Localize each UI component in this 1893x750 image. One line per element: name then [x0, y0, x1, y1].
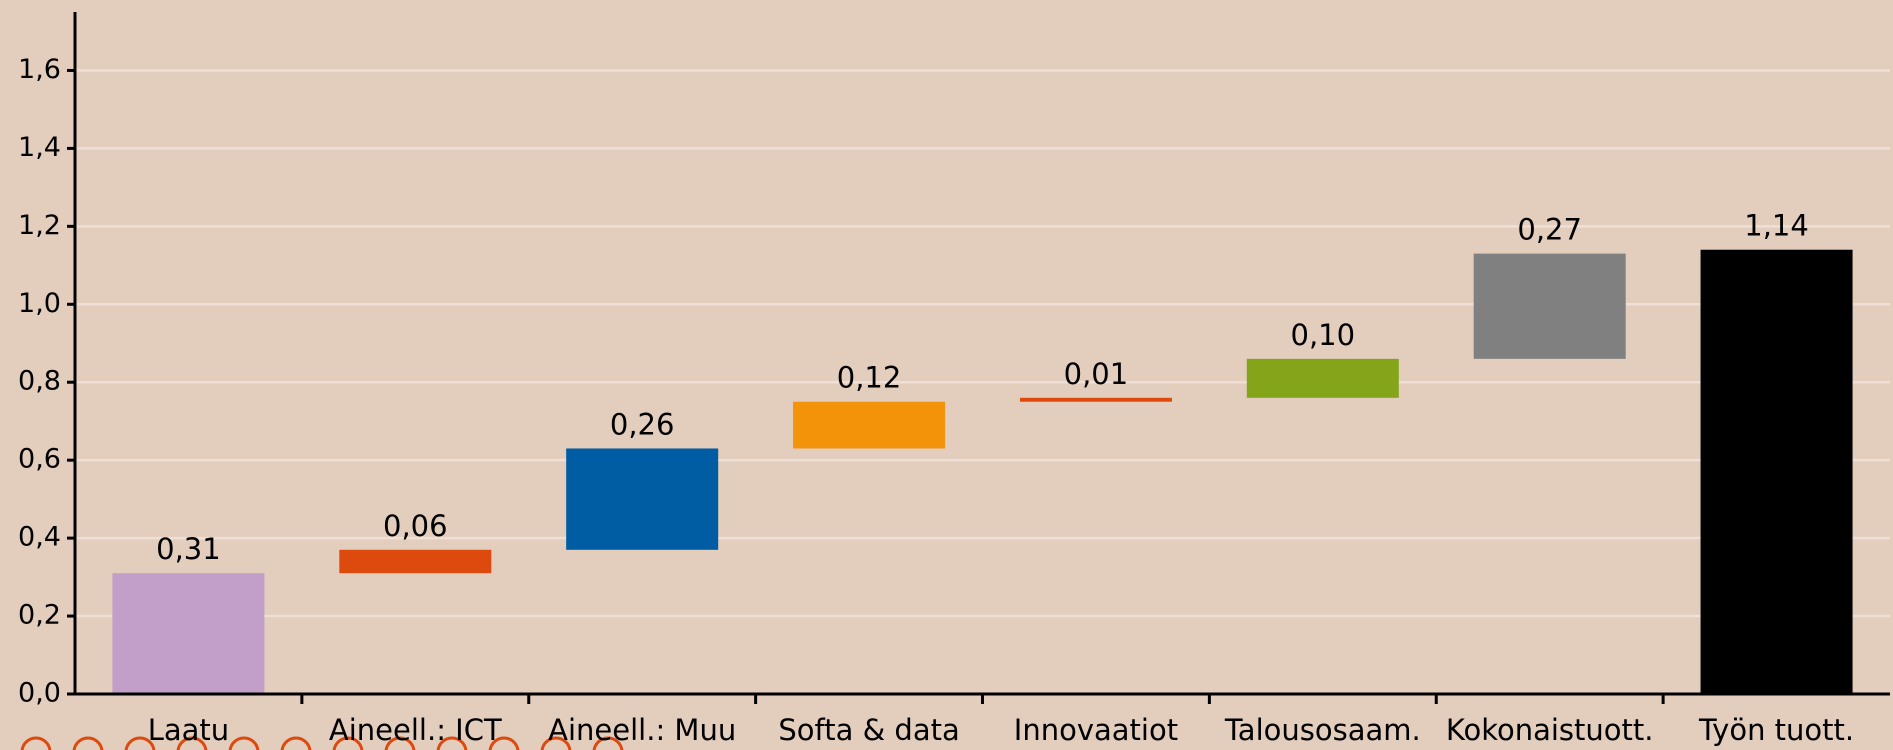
y-tick-label: 1,4 [18, 132, 61, 163]
bar [1246, 358, 1399, 398]
decoration [20, 736, 624, 750]
y-tick-label: 0,4 [18, 522, 61, 553]
bar [112, 573, 265, 694]
x-tick-label: Työn tuott. [1698, 713, 1854, 747]
x-tick-label: Softa & data [778, 713, 959, 747]
data-label: 0,26 [610, 407, 675, 441]
bar [1700, 249, 1853, 694]
bar [566, 448, 719, 550]
data-label: 0,12 [837, 361, 902, 395]
x-tick-label: Innovaatiot [1014, 713, 1178, 747]
y-tick-label: 0,8 [18, 366, 61, 397]
x-tick-label: Laatu [148, 713, 229, 747]
bar [1019, 397, 1172, 402]
y-tick-label: 0,0 [18, 678, 61, 709]
y-tick-label: 0,2 [18, 600, 61, 631]
bar [793, 401, 946, 449]
x-tick-label: Aineell.: ICT [329, 713, 502, 747]
bar [1473, 253, 1626, 359]
y-tick-label: 1,0 [18, 288, 61, 319]
data-label: 0,06 [383, 509, 448, 543]
data-label: 0,27 [1517, 213, 1582, 247]
data-label: 0,10 [1291, 318, 1356, 352]
y-tick-label: 0,6 [18, 444, 61, 475]
data-label: 0,01 [1064, 357, 1129, 391]
x-tick-label: Kokonaistuott. [1446, 713, 1654, 747]
y-tick-label: 1,2 [18, 210, 61, 241]
data-label: 0,31 [156, 532, 221, 566]
data-label: 1,14 [1744, 209, 1809, 243]
y-tick-label: 1,6 [18, 54, 61, 85]
bar [339, 549, 492, 574]
x-tick-label: Aineell.: Muu [548, 713, 736, 747]
x-tick-label: Talousosaam. [1224, 713, 1421, 747]
